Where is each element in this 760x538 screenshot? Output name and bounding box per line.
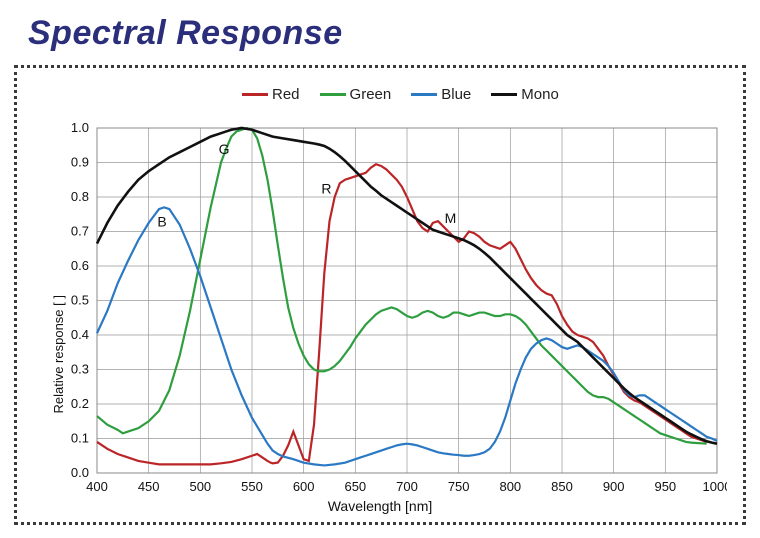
legend-item-blue: Blue: [411, 86, 471, 103]
y-tick-label: 0.0: [71, 465, 89, 480]
x-tick-label: 750: [448, 479, 470, 494]
x-tick-label: 900: [603, 479, 625, 494]
legend-label-red: Red: [272, 86, 300, 103]
curve-label-r: R: [321, 181, 331, 197]
curve-label-g: G: [219, 141, 230, 157]
x-tick-label: 650: [344, 479, 366, 494]
y-tick-label: 0.9: [71, 155, 89, 170]
x-tick-label: 950: [654, 479, 676, 494]
page-title: Spectral Response: [28, 14, 343, 53]
y-tick-label: 0.4: [71, 327, 89, 342]
x-tick-label: 400: [86, 479, 108, 494]
red-line-swatch: [242, 93, 268, 96]
curve-label-m: M: [445, 210, 457, 226]
x-axis-ticks: 400 450 500 550 600 650 700 750 800 850 900 950 1000: [86, 479, 727, 494]
x-tick-label: 800: [499, 479, 521, 494]
gridlines: [97, 128, 717, 473]
green-line-swatch: [320, 93, 346, 96]
x-tick-label: 700: [396, 479, 418, 494]
y-tick-label: 1.0: [71, 123, 89, 135]
chart-legend: Red Green Blue Mono: [242, 86, 573, 103]
plot-area: 0.0 0.1 0.2 0.3 0.4 0.5 0.6 0.7 0.8 0.9 1.0 400 450…: [71, 123, 727, 494]
spectral-response-page: Spectral Response Red Green Blue Mono Re…: [0, 0, 760, 538]
chart-frame: Red Green Blue Mono Relative response [ …: [14, 65, 746, 525]
y-tick-label: 0.6: [71, 258, 89, 273]
y-tick-label: 0.8: [71, 189, 89, 204]
legend-label-blue: Blue: [441, 86, 471, 103]
legend-item-mono: Mono: [491, 86, 559, 103]
blue-line-swatch: [411, 93, 437, 96]
legend-item-red: Red: [242, 86, 300, 103]
green-curve-line[interactable]: [97, 128, 707, 444]
x-tick-label: 550: [241, 479, 263, 494]
legend-label-mono: Mono: [521, 86, 559, 103]
x-tick-label: 450: [138, 479, 160, 494]
x-tick-label: 600: [293, 479, 315, 494]
y-axis-ticks: 0.0 0.1 0.2 0.3 0.4 0.5 0.6 0.7 0.8 0.9 1.0: [71, 123, 89, 480]
y-tick-label: 0.1: [71, 431, 89, 446]
x-tick-label: 1000: [703, 479, 727, 494]
y-tick-label: 0.5: [71, 293, 89, 308]
x-tick-label: 500: [189, 479, 211, 494]
curve-label-b: B: [157, 213, 166, 229]
x-tick-label: 850: [551, 479, 573, 494]
mono-line-swatch: [491, 93, 517, 96]
y-tick-label: 0.2: [71, 396, 89, 411]
spectral-chart-svg[interactable]: 0.0 0.1 0.2 0.3 0.4 0.5 0.6 0.7 0.8 0.9 1.0 400 450…: [42, 123, 727, 518]
y-tick-label: 0.7: [71, 224, 89, 239]
y-tick-label: 0.3: [71, 362, 89, 377]
legend-item-green: Green: [320, 86, 392, 103]
legend-label-green: Green: [350, 86, 392, 103]
